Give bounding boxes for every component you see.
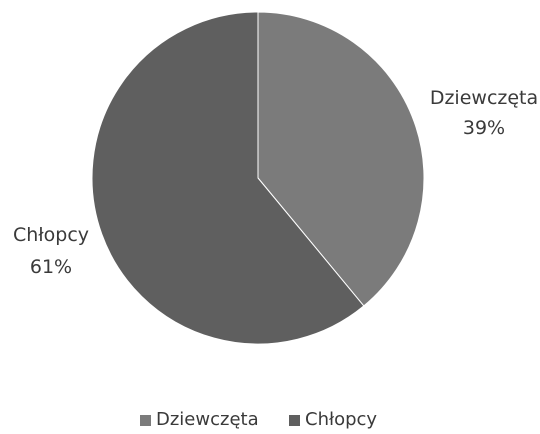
- legend: Dziewczęta Chłopcy: [140, 409, 377, 430]
- slice-label-value: 61%: [30, 256, 72, 278]
- pie-slices: [91, 11, 425, 345]
- pie-slice: [91, 11, 365, 345]
- legend-swatch: [140, 415, 151, 426]
- legend-label: Chłopcy: [305, 409, 377, 430]
- slice-label-name: Dziewczęta: [430, 87, 538, 109]
- legend-swatch: [289, 415, 300, 426]
- pie-slice: [257, 11, 425, 307]
- slice-label-name: Chłopcy: [13, 224, 89, 246]
- slice-label-value: 39%: [463, 117, 505, 139]
- legend-label: Dziewczęta: [156, 409, 259, 430]
